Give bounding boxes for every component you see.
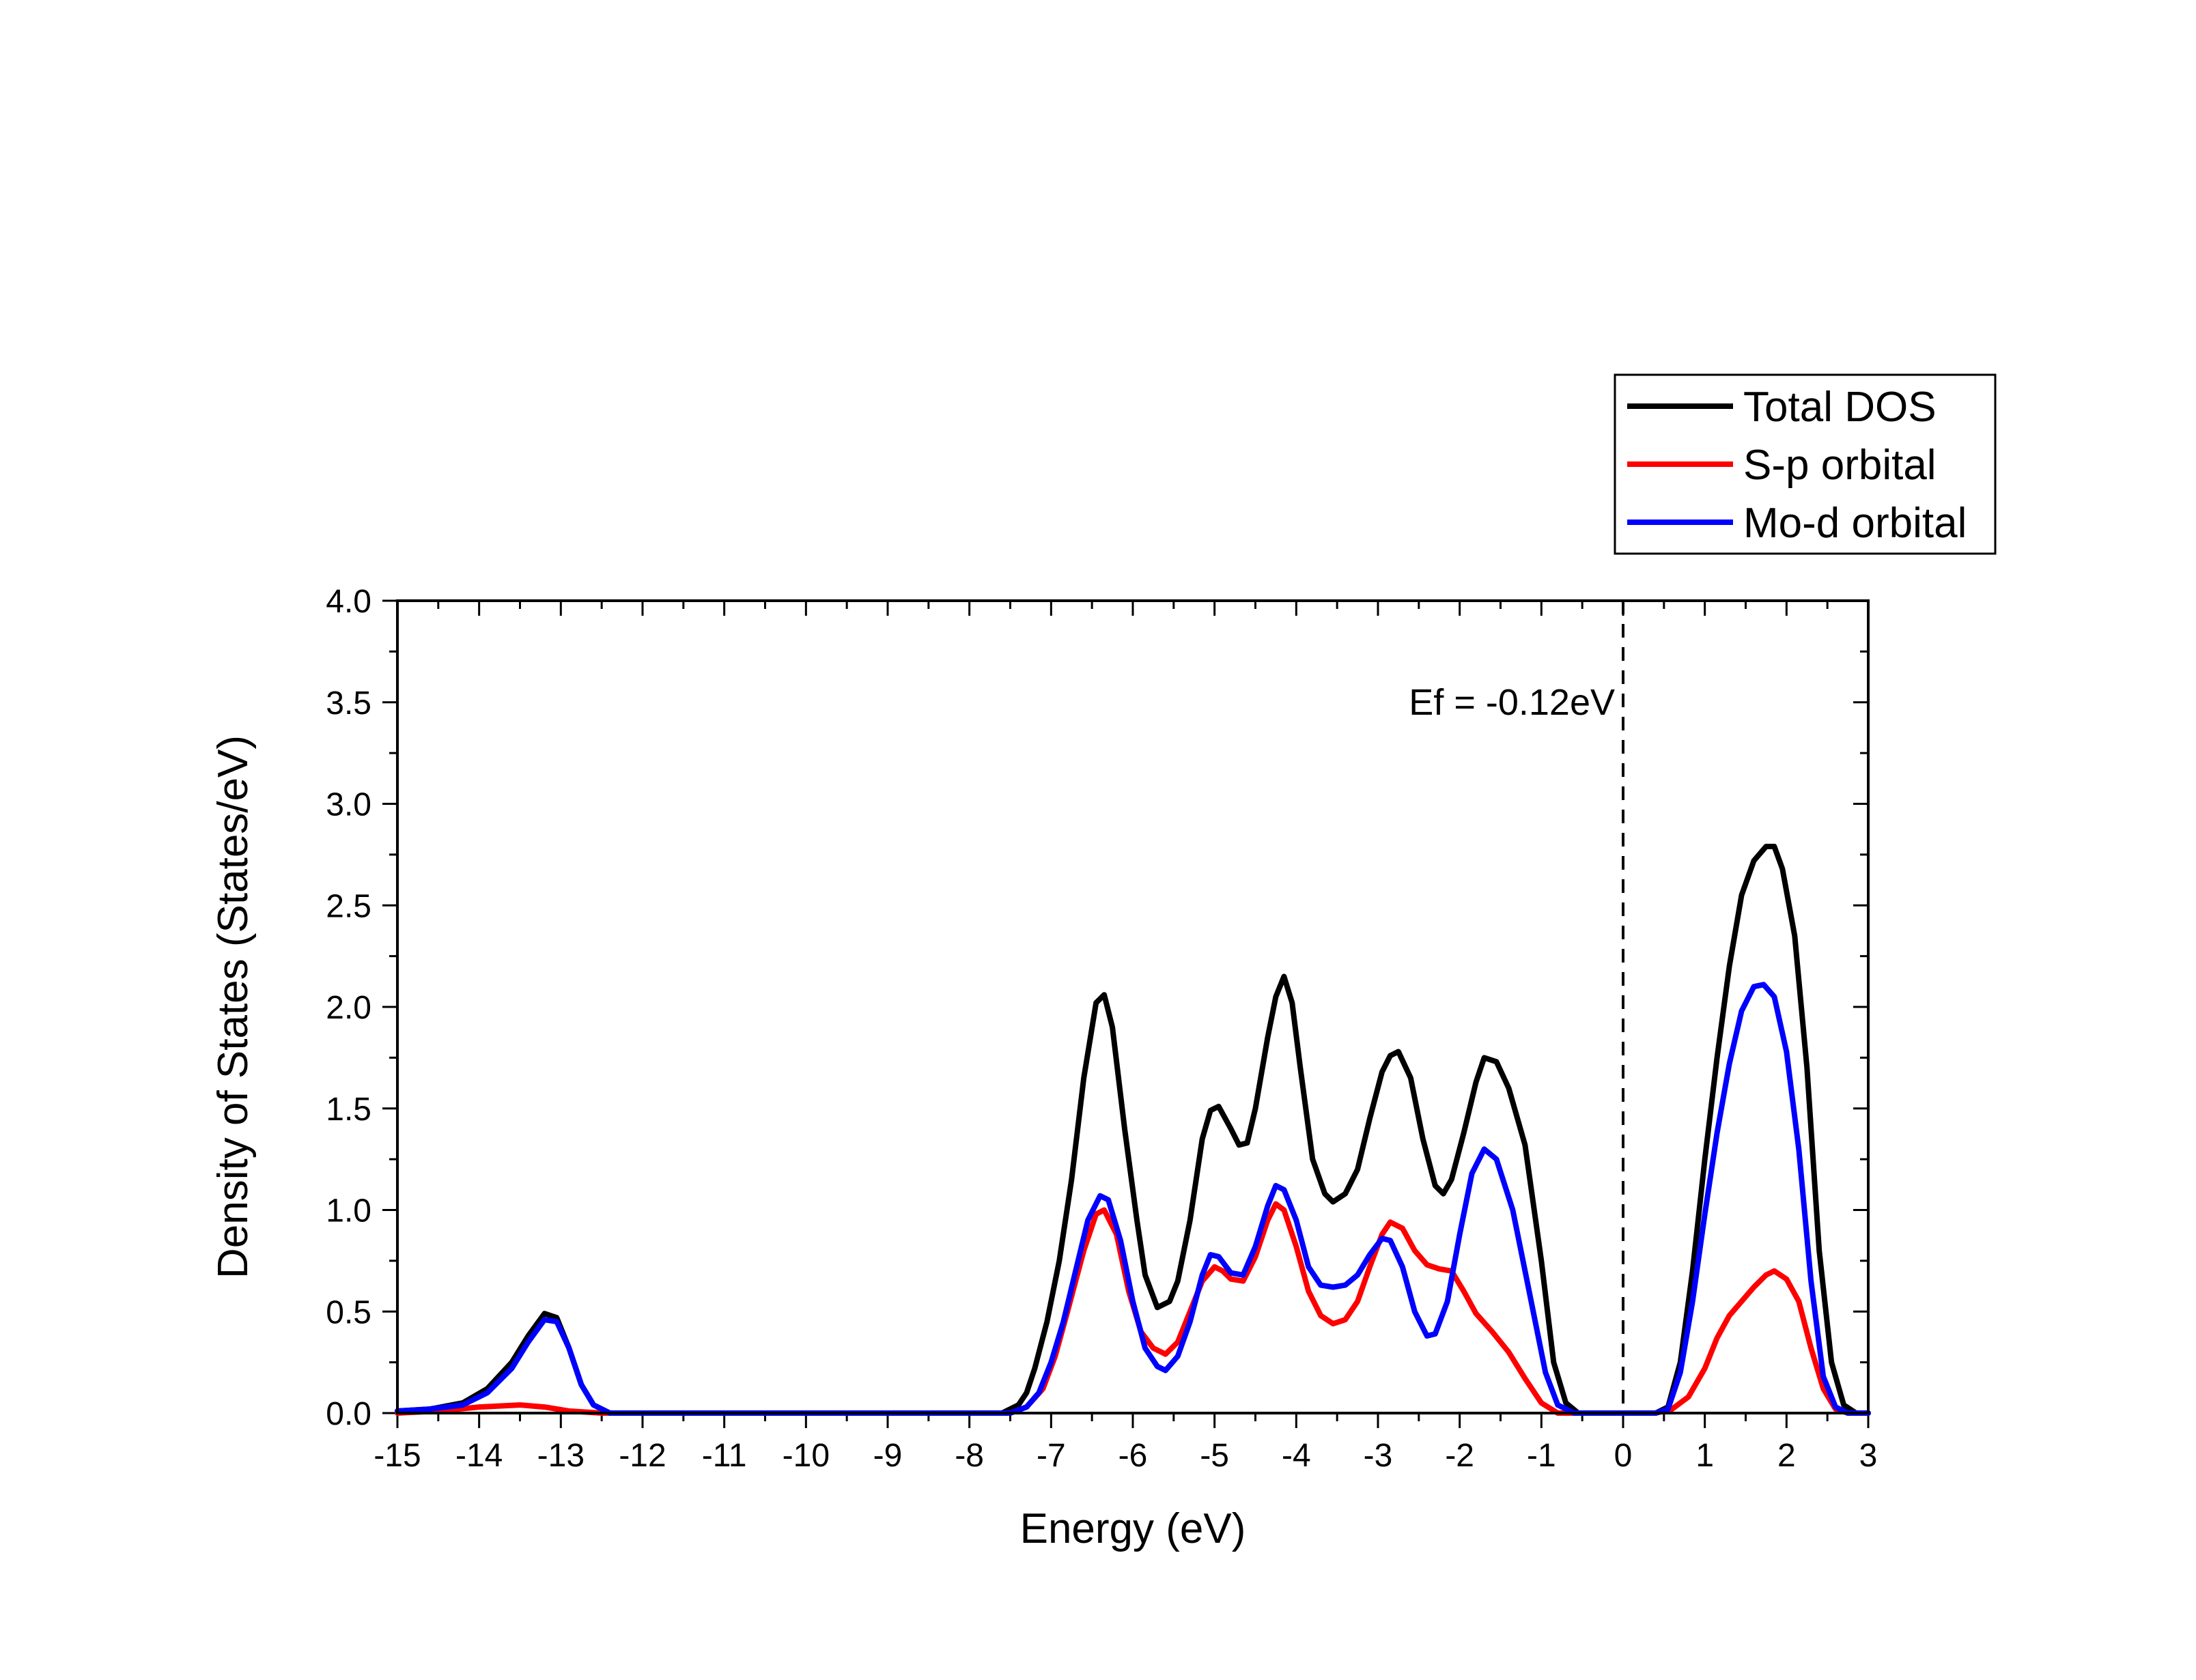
y-tick-label: 0.0 bbox=[326, 1396, 371, 1432]
x-tick-label: -3 bbox=[1364, 1438, 1393, 1474]
y-tick-label: 2.0 bbox=[326, 990, 371, 1026]
x-tick-label: 3 bbox=[1859, 1438, 1878, 1474]
x-tick-label: 2 bbox=[1777, 1438, 1796, 1474]
x-tick-label: -13 bbox=[537, 1438, 585, 1474]
x-tick-label: -9 bbox=[873, 1438, 903, 1474]
y-axis-title: Density of States (States/eV) bbox=[210, 735, 257, 1279]
x-tick-label: -8 bbox=[955, 1438, 984, 1474]
legend-label-total-dos: Total DOS bbox=[1743, 384, 1937, 431]
x-tick-label: -12 bbox=[619, 1438, 666, 1474]
series-line-total-dos bbox=[395, 844, 1871, 1416]
x-tick-label: -6 bbox=[1118, 1438, 1148, 1474]
series-lines bbox=[395, 844, 1871, 1416]
y-tick-label: 4.0 bbox=[326, 584, 371, 620]
y-tick-label: 2.5 bbox=[326, 888, 371, 924]
y-tick-label: 0.5 bbox=[326, 1294, 371, 1330]
y-tick-labels: 0.0 0.5 1.0 1.5 2.0 2.5 3.0 3.5 4.0 bbox=[326, 584, 371, 1432]
x-tick-label: -7 bbox=[1037, 1438, 1066, 1474]
y-tick-label: 3.5 bbox=[326, 685, 371, 722]
x-tick-label: -2 bbox=[1445, 1438, 1474, 1474]
plot-frame bbox=[396, 599, 1870, 1414]
y-tick-label: 1.0 bbox=[326, 1193, 371, 1229]
x-tick-label: 1 bbox=[1695, 1438, 1714, 1474]
x-axis-title: Energy (eV) bbox=[1020, 1505, 1246, 1552]
x-tick-label: -14 bbox=[455, 1438, 503, 1474]
y-tick-label: 1.5 bbox=[326, 1092, 371, 1128]
x-tick-label: -15 bbox=[374, 1438, 421, 1474]
axis-ticks bbox=[382, 599, 1870, 1428]
x-tick-label: -1 bbox=[1527, 1438, 1556, 1474]
x-tick-labels: -15 -14 -13 -12 -11 -10 -9 -8 -7 -6 -5 -4 -3 -2 -1 0 1 2 3 bbox=[374, 1438, 1877, 1474]
fermi-level-annotation: Ef = -0.12eV bbox=[1409, 682, 1615, 723]
x-tick-label: -11 bbox=[702, 1438, 747, 1474]
legend-label-mo-d-orbital: Mo-d orbital bbox=[1743, 500, 1967, 547]
legend: Total DOS S-p orbital Mo-d orbital bbox=[1614, 373, 1997, 555]
legend-label-s-p-orbital: S-p orbital bbox=[1743, 442, 1937, 489]
x-tick-label: 0 bbox=[1614, 1438, 1633, 1474]
x-tick-label: -5 bbox=[1200, 1438, 1229, 1474]
y-tick-label: 3.0 bbox=[326, 787, 371, 823]
x-tick-label: -4 bbox=[1282, 1438, 1311, 1474]
x-tick-label: -10 bbox=[783, 1438, 830, 1474]
